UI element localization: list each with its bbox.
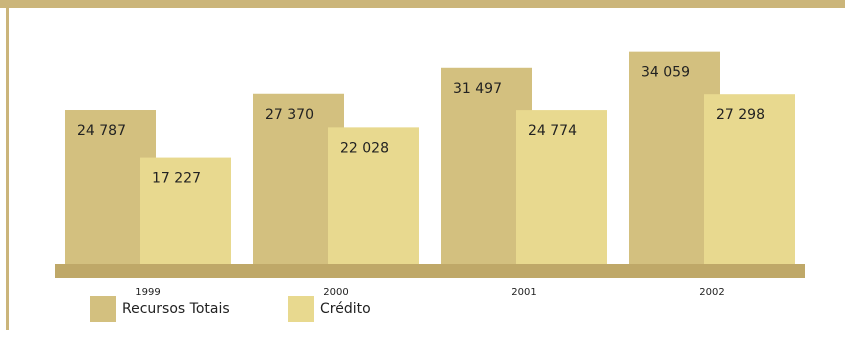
data-label-recursos-2002: 34 059 (641, 65, 690, 81)
data-label-recursos-2000: 27 370 (265, 107, 314, 123)
top-border (0, 0, 845, 8)
legend-item-credito: Crédito (288, 295, 371, 323)
bar-credito-2001 (516, 110, 607, 266)
legend-label-credito: Crédito (320, 301, 371, 317)
x-ticks: 1999 2000 2001 2002 (135, 287, 724, 298)
x-tick-2001: 2001 (511, 287, 536, 298)
x-tick-2002: 2002 (699, 287, 724, 298)
left-border (6, 8, 9, 330)
data-label-recursos-2001: 31 497 (453, 81, 502, 97)
data-label-credito-2002: 27 298 (716, 107, 765, 123)
data-label-recursos-1999: 24 787 (77, 123, 126, 139)
legend-swatch-recursos (90, 296, 116, 322)
data-label-credito-2000: 22 028 (340, 140, 389, 156)
x-tick-2000: 2000 (323, 287, 348, 298)
data-label-credito-2001: 24 774 (528, 123, 577, 139)
bars-group: 24 787 17 227 27 370 22 028 31 497 24 774 34 0… (65, 51, 795, 267)
legend-label-recursos: Recursos Totais (122, 301, 230, 317)
x-tick-1999: 1999 (135, 287, 160, 298)
chart-baseline (55, 264, 805, 278)
data-label-credito-1999: 17 227 (152, 171, 201, 187)
bar-credito-2000 (328, 127, 419, 266)
legend-swatch-credito (288, 296, 314, 322)
legend-item-recursos: Recursos Totais (90, 295, 230, 323)
bar-credito-1999 (140, 157, 231, 266)
bar-credito-2002 (704, 94, 795, 266)
